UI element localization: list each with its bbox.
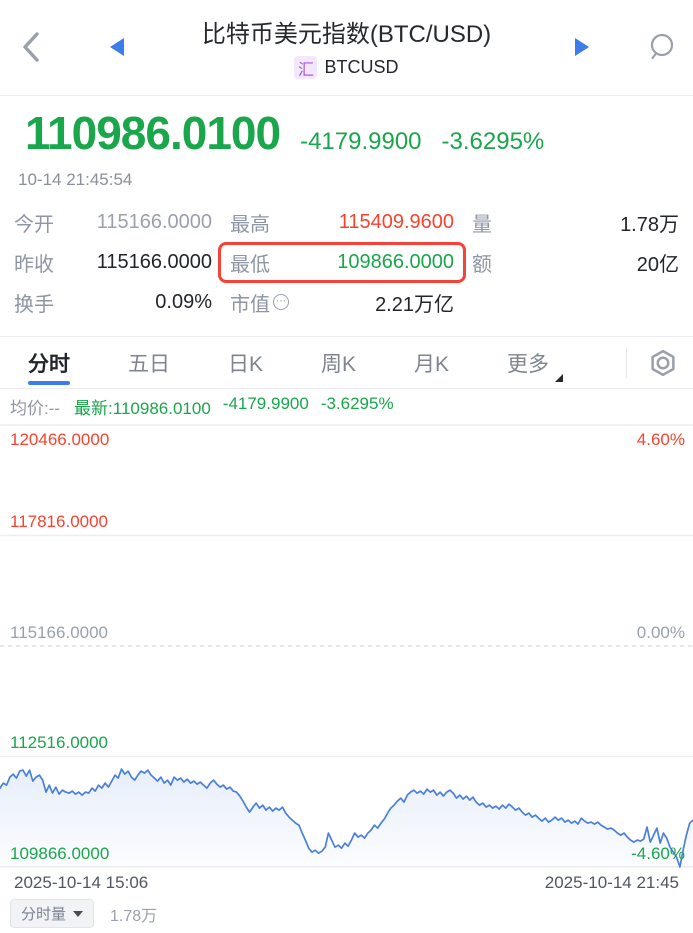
corner-triangle-icon xyxy=(555,374,564,382)
prev-symbol-button[interactable] xyxy=(100,30,134,64)
ytick-120466: 120466.0000 xyxy=(10,430,110,449)
price-change: -4179.9900 xyxy=(300,128,422,155)
symbol-label: BTCUSD xyxy=(324,57,399,77)
stat-turnover-amount: 额 20亿 xyxy=(472,253,679,276)
time-axis-start: 2025-10-14 15:06 xyxy=(14,873,149,892)
ytick-pct-zero: 0.00% xyxy=(636,623,685,642)
chart-legend: 均价:-- 最新:110986.0100 -4179.9900 -3.6295% xyxy=(0,389,693,423)
tab-five-day[interactable]: 五日 xyxy=(128,352,170,376)
time-axis-end: 2025-10-14 21:45 xyxy=(544,873,679,892)
triangle-left-icon xyxy=(110,38,124,56)
symbol-row: 汇 BTCUSD xyxy=(0,56,693,79)
latest-change-label: -4179.9900 xyxy=(222,393,309,413)
tab-weekly-k[interactable]: 周K xyxy=(321,352,357,376)
triangle-right-icon xyxy=(575,38,589,56)
time-axis: 2025-10-14 15:06 2025-10-14 21:45 xyxy=(0,869,693,893)
last-price: 110986.0100 xyxy=(25,107,281,159)
stat-turnover-rate: 换手 0.09% xyxy=(14,290,212,316)
info-icon[interactable]: ⋯ xyxy=(273,294,289,310)
ytick-pct-high: 4.60% xyxy=(636,430,685,449)
market-tag-badge: 汇 xyxy=(294,56,318,79)
ytick-112516: 112516.0000 xyxy=(10,733,109,752)
ytick-117816: 117816.0000 xyxy=(10,512,109,531)
tab-daily-k[interactable]: 日K xyxy=(228,352,264,376)
stat-volume: 量 1.78万 xyxy=(472,213,679,236)
tab-more[interactable]: 更多 xyxy=(507,337,564,388)
search-icon xyxy=(650,33,674,60)
stat-prev-close: 昨收 115166.0000 xyxy=(14,250,212,276)
price-line xyxy=(0,768,693,868)
volume-value: 1.78万 xyxy=(110,907,158,925)
next-symbol-button[interactable] xyxy=(565,30,599,64)
chart-settings-button[interactable] xyxy=(643,343,683,383)
stat-high: 最高 115409.9600 xyxy=(230,210,454,236)
caret-down-icon xyxy=(73,910,84,917)
latest-price-label: 最新:110986.0100 xyxy=(74,398,211,418)
avg-price-label: 均价:-- xyxy=(10,398,61,418)
bottom-bar: 分时量 1.78万 xyxy=(0,893,693,928)
period-tabs: 分时 五日 日K 周K 月K 更多 xyxy=(0,337,693,389)
volume-indicator-dropdown[interactable]: 分时量 xyxy=(10,899,95,928)
quote-timestamp: 10-14 21:45:54 xyxy=(18,170,133,189)
price-line-chart xyxy=(0,424,693,868)
intraday-chart[interactable]: 120466.0000 117816.0000 115166.0000 1125… xyxy=(0,423,693,869)
price-change-pct: -3.6295% xyxy=(441,128,545,155)
stat-low-highlighted: 最低 109866.0000 xyxy=(221,245,463,280)
settings-nut-icon xyxy=(651,349,675,376)
chevron-left-icon xyxy=(23,32,39,62)
tabs-divider xyxy=(626,347,627,378)
latest-change-pct-label: -3.6295% xyxy=(320,393,394,413)
header: 比特币美元指数(BTC/USD) 汇 BTCUSD xyxy=(0,0,693,96)
back-button[interactable] xyxy=(14,30,48,64)
search-button[interactable] xyxy=(645,30,679,64)
tab-intraday[interactable]: 分时 xyxy=(28,337,70,388)
ytick-115166: 115166.0000 xyxy=(10,623,109,642)
tab-monthly-k[interactable]: 月K xyxy=(414,352,450,376)
quote-block: 110986.0100 -4179.9900 -3.6295% 10-14 21… xyxy=(0,96,693,190)
stat-open: 今开 115166.0000 xyxy=(14,210,212,236)
page-title: 比特币美元指数(BTC/USD) xyxy=(201,21,492,48)
ytick-109866: 109866.0000 xyxy=(10,844,110,863)
price-area-fill xyxy=(0,769,693,867)
stat-market-cap: 市值 ⋯ 2.21万亿 xyxy=(230,293,454,316)
stats-grid: 今开 115166.0000 最高 115409.9600 量 1.78万 昨收… xyxy=(0,190,693,337)
ytick-pct-low: -4.60% xyxy=(631,844,685,863)
